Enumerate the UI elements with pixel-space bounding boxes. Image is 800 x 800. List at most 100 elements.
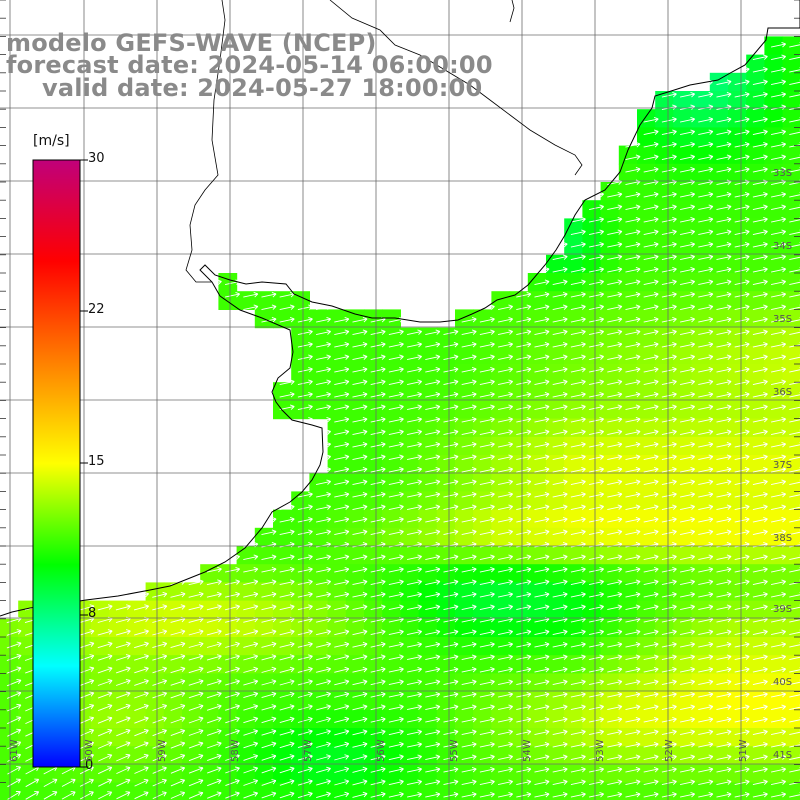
wind-arrow [589,529,605,536]
wind-speed-cell [709,163,729,183]
wind-speed-cell [345,327,365,347]
wind-speed-cell [618,564,638,583]
wind-speed-cell [200,709,219,729]
wind-arrow [589,316,605,323]
wind-arrow [680,566,696,573]
wind-arrow [243,591,259,598]
wind-speed-cell [764,54,784,74]
wind-arrow [443,791,459,798]
wind-arrow [589,541,605,548]
wind-speed-cell [327,782,347,800]
wind-speed-cell [618,600,638,620]
wind-arrow [698,254,714,261]
wind-arrow [479,716,495,723]
wind-speed-cell [273,309,292,329]
wind-arrow [97,679,113,686]
wind-speed-cell [382,673,401,693]
wind-speed-cell [473,691,492,711]
wind-speed-cell [782,691,800,711]
wind-arrow [789,229,800,236]
wind-arrow [789,779,800,786]
wind-arrow [716,291,732,298]
wind-arrow [43,791,58,800]
wind-arrow [388,329,404,336]
wind-arrow [352,641,368,648]
wind-arrow [116,791,131,800]
wind-arrow [352,441,368,448]
wind-speed-cell [18,764,37,784]
wind-speed-cell [254,564,274,583]
wind-arrow [716,379,732,386]
wind-arrow [534,379,550,386]
wind-arrow [680,91,696,98]
wind-speed-cell [618,455,638,474]
wind-speed-cell [182,673,201,693]
wind-speed-cell [564,218,583,238]
wind-arrow [771,41,787,48]
wind-arrow [370,479,386,486]
wind-speed-cell [364,327,383,347]
wind-arrow [6,678,22,687]
wind-arrow [79,728,95,737]
wind-arrow [643,766,659,773]
wind-arrow [461,454,477,461]
wind-arrow [789,766,800,773]
wind-speed-cell [200,691,219,711]
wind-arrow [261,579,277,586]
wind-arrow [752,579,768,586]
wind-arrow [734,579,750,586]
wind-arrow [516,654,532,661]
wind-arrow [479,691,495,698]
wind-arrow [352,316,368,323]
wind-speed-cell [673,691,693,711]
wind-arrow [170,641,186,649]
wind-arrow [570,691,586,698]
wind-speed-cell [236,746,256,765]
wind-speed-cell [473,600,492,620]
wind-speed-cell [673,600,693,620]
wind-arrow [516,704,532,711]
wind-arrows [6,29,800,800]
wind-speed-cell [163,709,183,729]
wind-arrow [152,753,167,762]
wind-speed-cell [127,637,147,656]
wind-arrow [134,741,149,749]
wind-arrow [498,566,514,573]
wind-speed-cell [709,182,729,201]
wind-arrow [734,354,750,361]
wind-arrow [297,304,313,311]
wind-arrow [498,416,514,423]
wind-speed-cell [309,600,329,620]
wind-arrow [188,716,204,724]
wind-arrow [716,791,732,798]
wind-arrow [734,604,750,611]
wind-speed-cell [54,764,74,784]
wind-arrow [498,554,514,561]
wind-arrow [716,366,732,373]
wind-speed-cell [691,273,711,292]
wind-arrow [625,454,641,461]
wind-arrow [479,341,495,348]
colorbar-tick-label: 22 [88,302,105,317]
wind-speed-cell [637,182,656,201]
wind-arrow [407,541,423,548]
wind-arrow [261,641,277,648]
wind-arrow [316,354,332,361]
wind-arrow [498,366,514,373]
wind-speed-cell [764,273,784,292]
wind-arrow [570,391,586,398]
wind-arrow [643,566,659,573]
wind-speed-cell [418,546,438,565]
wind-arrow [716,229,732,236]
wind-speed-cell [418,345,438,365]
wind-speed-cell [345,673,365,693]
wind-arrow [607,604,623,611]
wind-arrow [661,354,677,361]
wind-speed-cell [691,782,711,800]
wind-arrow [6,691,22,699]
wind-arrow [698,566,714,573]
wind-speed-cell [709,145,729,165]
wind-arrow [734,216,750,223]
wind-arrow [261,716,277,724]
wind-speed-cell [218,691,238,711]
